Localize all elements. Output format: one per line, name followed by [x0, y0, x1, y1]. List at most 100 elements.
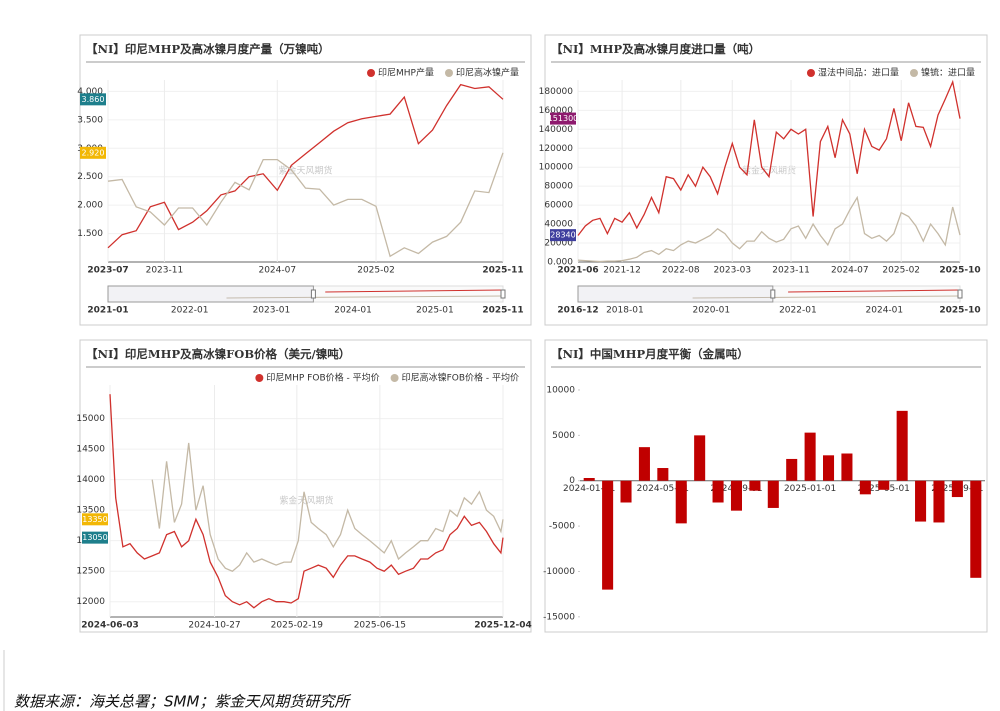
navigator-handle	[310, 289, 316, 299]
navigator-handle	[770, 289, 776, 299]
y-tick-label: 140000	[539, 125, 574, 135]
end-label: 13050	[82, 533, 107, 542]
navigator-trace	[325, 289, 504, 293]
navigator-label: 2025-01	[416, 306, 454, 316]
x-tick-label: 2025-12-04	[474, 621, 532, 631]
legend-label: 印尼MHP FOB价格 - 平均价	[266, 372, 379, 384]
legend-marker	[255, 374, 264, 382]
bar	[749, 480, 761, 491]
chart-title: 【NI】MHP及高冰镍月度进口量（吨）	[551, 42, 760, 56]
x-tick-label: 2021-06	[557, 266, 598, 276]
navigator-label: 2024-01	[866, 306, 904, 316]
legend-label: 镍锍：进口量	[921, 67, 975, 79]
bar	[712, 480, 724, 503]
bar	[694, 435, 706, 481]
bar	[970, 480, 982, 578]
y-tick-label: 2.500	[77, 172, 103, 182]
end-label-box	[80, 146, 106, 159]
y-tick-label: 40000	[544, 220, 573, 230]
chart-title: 【NI】中国MHP月度平衡（金属吨）	[551, 347, 749, 361]
navigator-label: 2023-01	[253, 306, 291, 316]
y-tick-label: 120000	[539, 144, 574, 154]
x-tick-label: 2025-01-01	[784, 484, 836, 494]
navigator-label: 2016-12	[557, 306, 598, 316]
series-line	[109, 394, 504, 609]
y-tick-label: 14500	[76, 445, 105, 455]
series-line	[107, 83, 504, 249]
bar	[786, 458, 798, 481]
x-tick-label: 2022-08	[662, 266, 700, 276]
end-label: 28340	[550, 231, 575, 240]
bar	[933, 480, 945, 523]
end-label-box	[80, 93, 106, 106]
bar	[638, 447, 650, 481]
navigator-label: 2024-01	[334, 306, 372, 316]
x-tick-label: 2024-05-01	[637, 484, 689, 494]
y-tick-label: 10000	[546, 385, 575, 395]
series-line	[577, 195, 961, 263]
bar	[859, 480, 871, 495]
navigator-trace	[226, 295, 504, 299]
y-tick-label: 0	[569, 476, 575, 486]
series-line	[151, 442, 504, 572]
legend-label: 印尼MHP产量	[378, 67, 434, 79]
navigator-label: 2025-11	[482, 306, 523, 316]
y-tick-label: 80000	[544, 182, 573, 192]
source-note: 数据来源：海关总署；SMM；紫金天风期货研究所	[14, 693, 351, 711]
navigator-trace	[692, 295, 961, 299]
end-label: 3.860	[82, 95, 105, 104]
navigator-handle	[500, 289, 506, 299]
navigator-label: 2022-01	[779, 306, 817, 316]
end-label: 2.920	[82, 148, 105, 157]
bar	[823, 455, 835, 481]
legend-label: 印尼高冰镍产量	[456, 67, 519, 79]
navigator-label: 2018-01	[606, 306, 644, 316]
y-tick-label: 15000	[76, 414, 105, 424]
navigator-handle	[957, 289, 963, 299]
y-tick-label: 1.500	[77, 229, 103, 239]
x-tick-label: 2025-06-15	[354, 621, 406, 631]
navigator-label: 2021-01	[87, 306, 128, 316]
bar	[915, 480, 927, 522]
y-tick-label: 100000	[539, 163, 574, 173]
y-tick-label: 12000	[76, 597, 105, 607]
y-tick-label: 5000	[552, 431, 575, 441]
end-label-box	[82, 513, 108, 526]
legend-label: 湿法中间品：进口量	[818, 67, 899, 79]
y-tick-label: -10000	[543, 567, 575, 577]
y-tick-label: -15000	[543, 612, 575, 622]
y-tick-label: 2.000	[77, 201, 103, 211]
y-tick-label: 4.000	[77, 87, 103, 97]
x-tick-label: 2024-07	[258, 266, 296, 276]
x-tick-label: 2024-07	[831, 266, 869, 276]
navigator-trace	[788, 289, 961, 293]
x-tick-label: 2023-07	[87, 266, 128, 276]
navigator-label: 2022-01	[171, 306, 209, 316]
x-tick-label: 2025-02-19	[271, 621, 324, 631]
x-tick-label: 2024-01-01	[563, 484, 615, 494]
bar	[804, 432, 816, 481]
chart-title: 【NI】印尼MHP及高冰镍月度产量（万镍吨）	[86, 42, 330, 56]
bar	[951, 480, 963, 498]
bar	[730, 480, 742, 511]
x-tick-label: 2024-06-03	[81, 621, 139, 631]
legend-marker	[806, 69, 815, 77]
bar	[620, 480, 632, 503]
series-line	[107, 152, 504, 258]
bar	[767, 480, 779, 508]
end-label: 151300	[548, 114, 579, 123]
y-tick-label: -5000	[549, 522, 575, 532]
panel	[79, 34, 532, 326]
end-label: 13350	[82, 515, 107, 524]
y-tick-label: 3.500	[77, 115, 103, 125]
panel	[544, 339, 988, 633]
panel	[544, 34, 988, 326]
end-label-box	[550, 112, 576, 125]
bar	[602, 480, 614, 590]
x-tick-label: 2025-02	[357, 266, 395, 276]
y-tick-label: 0.000	[547, 258, 573, 268]
x-tick-label: 2025-02	[882, 266, 920, 276]
bar	[583, 478, 595, 481]
legend-marker	[909, 69, 918, 77]
